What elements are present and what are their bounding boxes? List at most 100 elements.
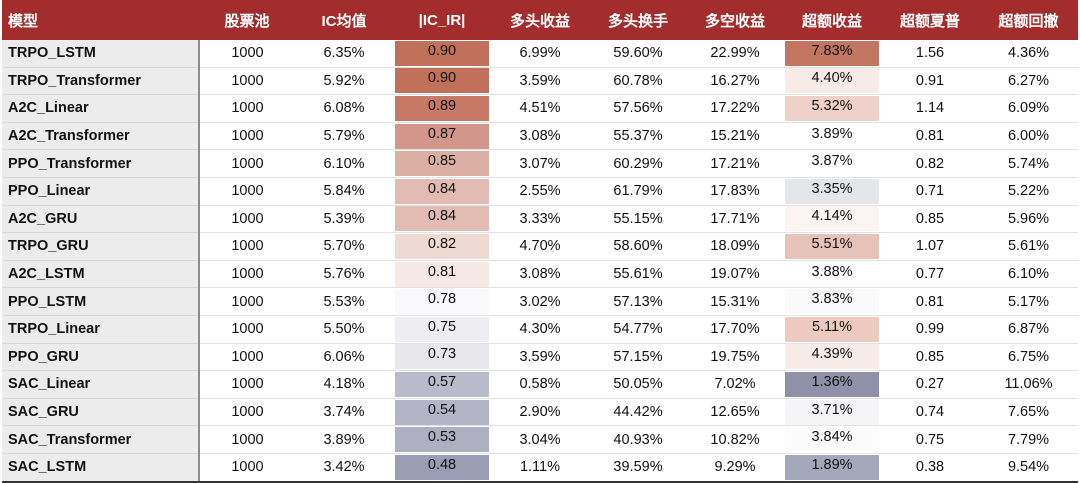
cell-ic-ir-value: 0.85 — [395, 151, 489, 177]
cell-excess-sharpe: 1.56 — [881, 40, 979, 68]
cell-ic-ir: 0.85 — [393, 149, 491, 178]
cell-excess-return-value: 1.36% — [785, 371, 879, 397]
cell-ic-ir: 0.90 — [393, 67, 491, 96]
cell-model: PPO_Transformer — [2, 149, 200, 178]
cell-ic-mean: 6.06% — [295, 343, 393, 372]
cell-model: TRPO_Transformer — [2, 67, 200, 96]
cell-ic-ir-value: 0.81 — [395, 261, 489, 287]
cell-stock-pool: 1000 — [199, 205, 295, 234]
cell-excess-sharpe: 0.77 — [881, 260, 979, 289]
cell-excess-drawdown: 4.36% — [979, 40, 1078, 68]
cell-excess-drawdown: 9.54% — [979, 453, 1078, 483]
cell-ic-ir: 0.48 — [393, 453, 491, 483]
cell-ic-mean: 5.92% — [295, 67, 393, 96]
cell-model: TRPO_LSTM — [2, 40, 200, 68]
cell-ic-ir: 0.89 — [393, 94, 491, 123]
cell-excess-sharpe: 0.91 — [881, 67, 979, 96]
cell-ic-mean: 6.35% — [295, 40, 393, 68]
cell-excess-return-value: 3.87% — [785, 151, 879, 177]
cell-excess-return-value: 3.84% — [785, 427, 879, 453]
cell-excess-sharpe: 0.85 — [881, 343, 979, 372]
cell-excess-return: 7.83% — [783, 40, 881, 68]
header-model: 模型 — [2, 0, 199, 40]
cell-stock-pool: 1000 — [199, 149, 295, 178]
cell-excess-return: 5.32% — [783, 94, 881, 123]
cell-long-return: 0.58% — [491, 370, 589, 399]
cell-excess-drawdown: 5.96% — [979, 205, 1078, 234]
cell-long-turnover: 61.79% — [589, 177, 687, 206]
cell-stock-pool: 1000 — [199, 370, 295, 399]
cell-excess-drawdown: 5.74% — [979, 149, 1078, 178]
cell-model: TRPO_Linear — [2, 315, 200, 344]
cell-long-short-return: 17.22% — [687, 94, 783, 123]
cell-excess-return-value: 5.32% — [785, 95, 879, 121]
cell-excess-return-value: 3.89% — [785, 123, 879, 149]
cell-excess-drawdown: 5.22% — [979, 177, 1078, 206]
cell-excess-return-value: 3.35% — [785, 178, 879, 204]
table-row: SAC_Linear 1000 4.18% 0.57 0.58% 50.05% 7.02% 1… — [2, 370, 1078, 399]
cell-excess-drawdown: 6.00% — [979, 122, 1078, 151]
table-row: A2C_Linear 1000 6.08% 0.89 4.51% 57.56% 17.22%… — [2, 94, 1078, 123]
cell-model: SAC_Linear — [2, 370, 200, 399]
cell-excess-return: 1.89% — [783, 453, 881, 483]
cell-excess-sharpe: 0.82 — [881, 149, 979, 178]
cell-stock-pool: 1000 — [199, 40, 295, 68]
table-row: PPO_Linear 1000 5.84% 0.84 2.55% 61.79% 17.83%… — [2, 177, 1078, 206]
cell-excess-return: 5.11% — [783, 315, 881, 344]
cell-long-return: 3.59% — [491, 67, 589, 96]
cell-ic-ir: 0.57 — [393, 370, 491, 399]
cell-long-return: 4.70% — [491, 232, 589, 261]
header-excess-drawdown: 超额回撤 — [979, 0, 1078, 40]
table-body: TRPO_LSTM 1000 6.35% 0.90 6.99% 59.60% 22.99% 7… — [2, 40, 1078, 483]
cell-excess-return: 4.39% — [783, 343, 881, 372]
cell-long-short-return: 22.99% — [687, 40, 783, 68]
cell-ic-mean: 5.76% — [295, 260, 393, 289]
cell-stock-pool: 1000 — [199, 287, 295, 316]
cell-excess-drawdown: 6.10% — [979, 260, 1078, 289]
cell-long-short-return: 16.27% — [687, 67, 783, 96]
cell-long-turnover: 58.60% — [589, 232, 687, 261]
cell-ic-ir: 0.81 — [393, 260, 491, 289]
cell-excess-drawdown: 7.79% — [979, 425, 1078, 454]
cell-excess-return-value: 5.51% — [785, 233, 879, 259]
cell-long-turnover: 57.13% — [589, 287, 687, 316]
cell-excess-return-value: 4.14% — [785, 206, 879, 232]
cell-excess-return-value: 3.71% — [785, 399, 879, 425]
cell-long-turnover: 55.37% — [589, 122, 687, 151]
header-long-short-return: 多空收益 — [687, 0, 783, 40]
cell-long-return: 4.51% — [491, 94, 589, 123]
cell-long-return: 2.90% — [491, 398, 589, 427]
cell-stock-pool: 1000 — [199, 398, 295, 427]
cell-ic-ir-value: 0.78 — [395, 289, 489, 315]
cell-stock-pool: 1000 — [199, 425, 295, 454]
cell-model: A2C_Linear — [2, 94, 200, 123]
cell-excess-return: 3.83% — [783, 287, 881, 316]
cell-excess-return: 5.51% — [783, 232, 881, 261]
cell-excess-return: 3.89% — [783, 122, 881, 151]
header-long-return: 多头收益 — [491, 0, 589, 40]
cell-long-short-return: 15.21% — [687, 122, 783, 151]
cell-long-turnover: 60.78% — [589, 67, 687, 96]
cell-ic-ir-value: 0.90 — [395, 68, 489, 94]
cell-ic-ir-value: 0.90 — [395, 40, 489, 66]
cell-excess-sharpe: 0.75 — [881, 425, 979, 454]
header-stock-pool: 股票池 — [199, 0, 295, 40]
cell-excess-drawdown: 5.17% — [979, 287, 1078, 316]
cell-excess-return: 1.36% — [783, 370, 881, 399]
cell-excess-drawdown: 7.65% — [979, 398, 1078, 427]
cell-long-turnover: 50.05% — [589, 370, 687, 399]
cell-model: PPO_Linear — [2, 177, 200, 206]
cell-long-short-return: 17.83% — [687, 177, 783, 206]
cell-ic-mean: 5.50% — [295, 315, 393, 344]
header-excess-return: 超额收益 — [783, 0, 881, 40]
cell-ic-mean: 3.89% — [295, 425, 393, 454]
header-row: 模型 股票池 IC均值 |IC_IR| 多头收益 多头换手 多空收益 超额收益 … — [2, 0, 1078, 40]
cell-stock-pool: 1000 — [199, 94, 295, 123]
cell-long-return: 4.30% — [491, 315, 589, 344]
cell-long-turnover: 55.15% — [589, 205, 687, 234]
cell-excess-return: 3.35% — [783, 177, 881, 206]
cell-excess-drawdown: 5.61% — [979, 232, 1078, 261]
cell-excess-sharpe: 0.85 — [881, 205, 979, 234]
